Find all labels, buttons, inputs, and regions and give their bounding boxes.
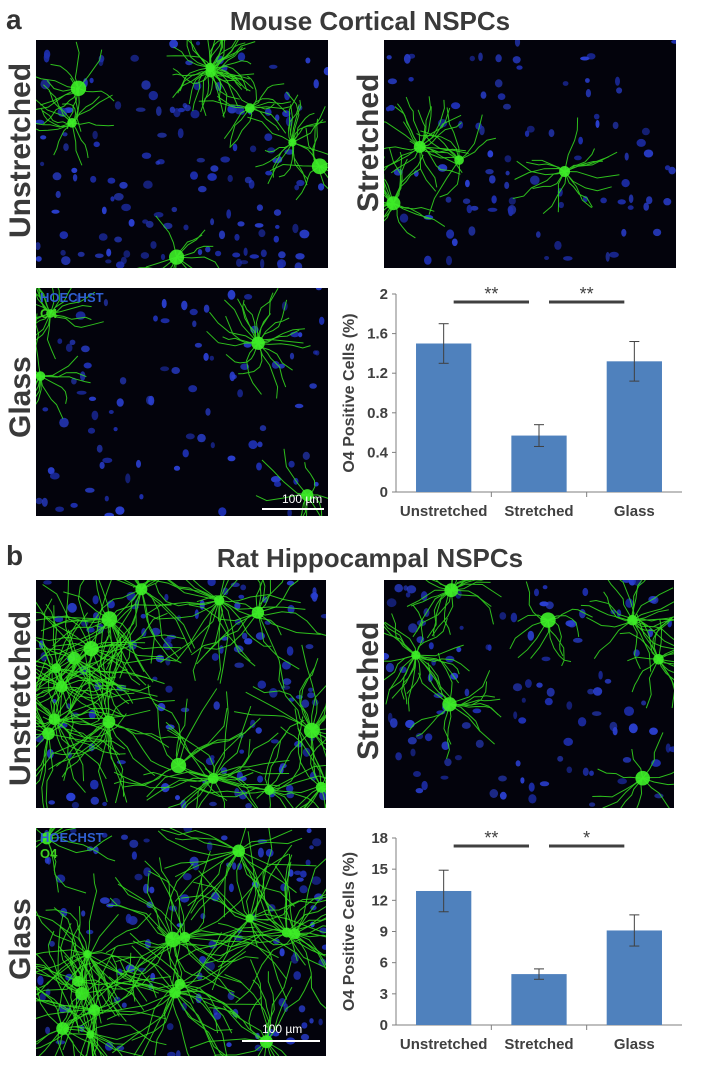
y-axis-label: O4 Positive Cells (%)	[341, 313, 358, 472]
stain-label-hoechst: HOECHST	[40, 830, 104, 845]
y-tick-label: 0.4	[367, 444, 389, 461]
error-bar	[629, 914, 640, 947]
label-a-unstretched: Unstretched	[4, 62, 37, 238]
label-b-stretched: Stretched	[352, 621, 385, 760]
significance-marker: **	[484, 284, 498, 304]
x-tick-label: Unstretched	[400, 1036, 488, 1053]
label-a-stretched: Stretched	[352, 73, 385, 212]
micrograph-b-stretched	[384, 580, 674, 808]
bar-unstretched	[416, 343, 472, 492]
panel-a-letter: a	[6, 4, 22, 35]
y-tick-label: 6	[380, 955, 388, 972]
bar-unstretched	[416, 890, 472, 1025]
label-a-glass: Glass	[4, 356, 37, 438]
scale-bar-label: 100 µm	[262, 1022, 303, 1036]
y-tick-label: 3	[380, 986, 388, 1003]
y-tick-label: 1.2	[367, 365, 388, 382]
y-tick-label: 9	[380, 924, 388, 941]
x-tick-label: Unstretched	[400, 503, 488, 520]
panel-a-title: Mouse Cortical NSPCs	[229, 6, 511, 36]
label-b-glass: Glass	[4, 898, 37, 980]
scale-bar	[262, 508, 324, 510]
significance-marker: **	[484, 828, 498, 848]
micrograph-a-glass: HOECHST O4 100 µm	[36, 288, 328, 516]
significance-marker: *	[583, 828, 590, 848]
micrograph-a-unstretched	[36, 40, 328, 268]
stain-label-hoechst: HOECHST	[40, 290, 104, 305]
x-tick-label: Stretched	[504, 503, 573, 520]
bar-stretched	[511, 974, 567, 1025]
y-tick-label: 1.6	[367, 326, 388, 343]
chart-b: O4 Positive Cells (%) 0 3 6 9 12 15 18 Unstretch…	[340, 826, 702, 1063]
stain-label-o4: O4	[40, 846, 58, 861]
y-tick-label: 2	[380, 286, 388, 303]
x-tick-label: Stretched	[504, 1036, 573, 1053]
chart-a: O4 Positive Cells (%) 0 0.4 0.8 1.2 1.6 2 Unstr…	[340, 282, 702, 530]
error-bar	[438, 323, 449, 364]
significance-marker: **	[580, 284, 594, 304]
error-bar	[534, 424, 544, 447]
panel-b-letter: b	[6, 540, 24, 571]
stain-label-o4: O4	[40, 306, 58, 321]
y-axis-label: O4 Positive Cells (%)	[341, 852, 358, 1011]
error-bar	[629, 341, 640, 382]
scale-bar-label: 100 µm	[282, 492, 323, 506]
micrograph-a-stretched	[384, 40, 676, 268]
scale-bar	[242, 1040, 320, 1042]
y-tick-label: 12	[371, 892, 388, 909]
x-tick-label: Glass	[614, 503, 655, 520]
x-tick-label: Glass	[614, 1036, 655, 1053]
label-b-unstretched: Unstretched	[4, 610, 37, 786]
error-bar	[438, 869, 449, 913]
y-tick-label: 0.8	[367, 405, 388, 422]
y-tick-label: 0	[380, 484, 388, 501]
error-bar	[534, 968, 544, 980]
y-tick-label: 18	[371, 830, 388, 847]
panel-b-title: Rat Hippocampal NSPCs	[216, 543, 524, 573]
micrograph-b-unstretched	[36, 580, 326, 808]
micrograph-b-glass: HOECHST O4 100 µm	[36, 828, 326, 1056]
bar-glass	[606, 361, 662, 492]
y-tick-label: 0	[380, 1017, 388, 1034]
y-tick-label: 15	[371, 861, 388, 878]
